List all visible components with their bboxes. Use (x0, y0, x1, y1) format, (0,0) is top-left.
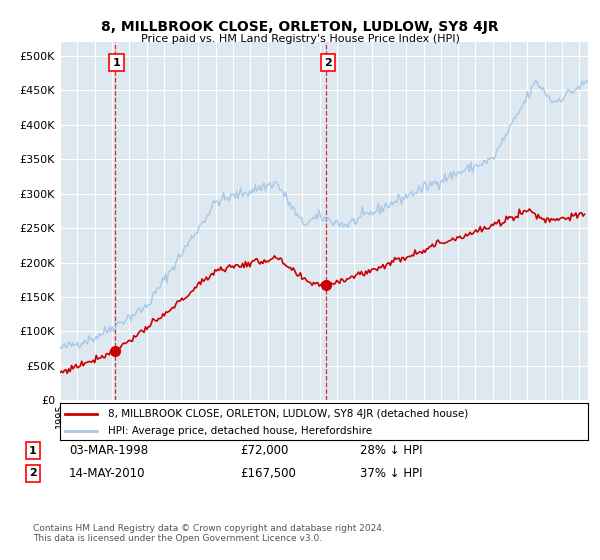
Text: Contains HM Land Registry data © Crown copyright and database right 2024.
This d: Contains HM Land Registry data © Crown c… (33, 524, 385, 543)
Text: £72,000: £72,000 (240, 444, 289, 458)
Text: Price paid vs. HM Land Registry's House Price Index (HPI): Price paid vs. HM Land Registry's House … (140, 34, 460, 44)
Text: HPI: Average price, detached house, Herefordshire: HPI: Average price, detached house, Here… (107, 426, 371, 436)
Text: 28% ↓ HPI: 28% ↓ HPI (360, 444, 422, 458)
Text: 8, MILLBROOK CLOSE, ORLETON, LUDLOW, SY8 4JR: 8, MILLBROOK CLOSE, ORLETON, LUDLOW, SY8… (101, 20, 499, 34)
Text: 2: 2 (324, 58, 332, 68)
Text: 8, MILLBROOK CLOSE, ORLETON, LUDLOW, SY8 4JR (detached house): 8, MILLBROOK CLOSE, ORLETON, LUDLOW, SY8… (107, 409, 468, 419)
Text: 1: 1 (113, 58, 121, 68)
Text: £167,500: £167,500 (240, 466, 296, 480)
Text: 03-MAR-1998: 03-MAR-1998 (69, 444, 148, 458)
Text: 2: 2 (29, 468, 37, 478)
Text: 14-MAY-2010: 14-MAY-2010 (69, 466, 146, 480)
Text: 37% ↓ HPI: 37% ↓ HPI (360, 466, 422, 480)
Text: 1: 1 (29, 446, 37, 456)
